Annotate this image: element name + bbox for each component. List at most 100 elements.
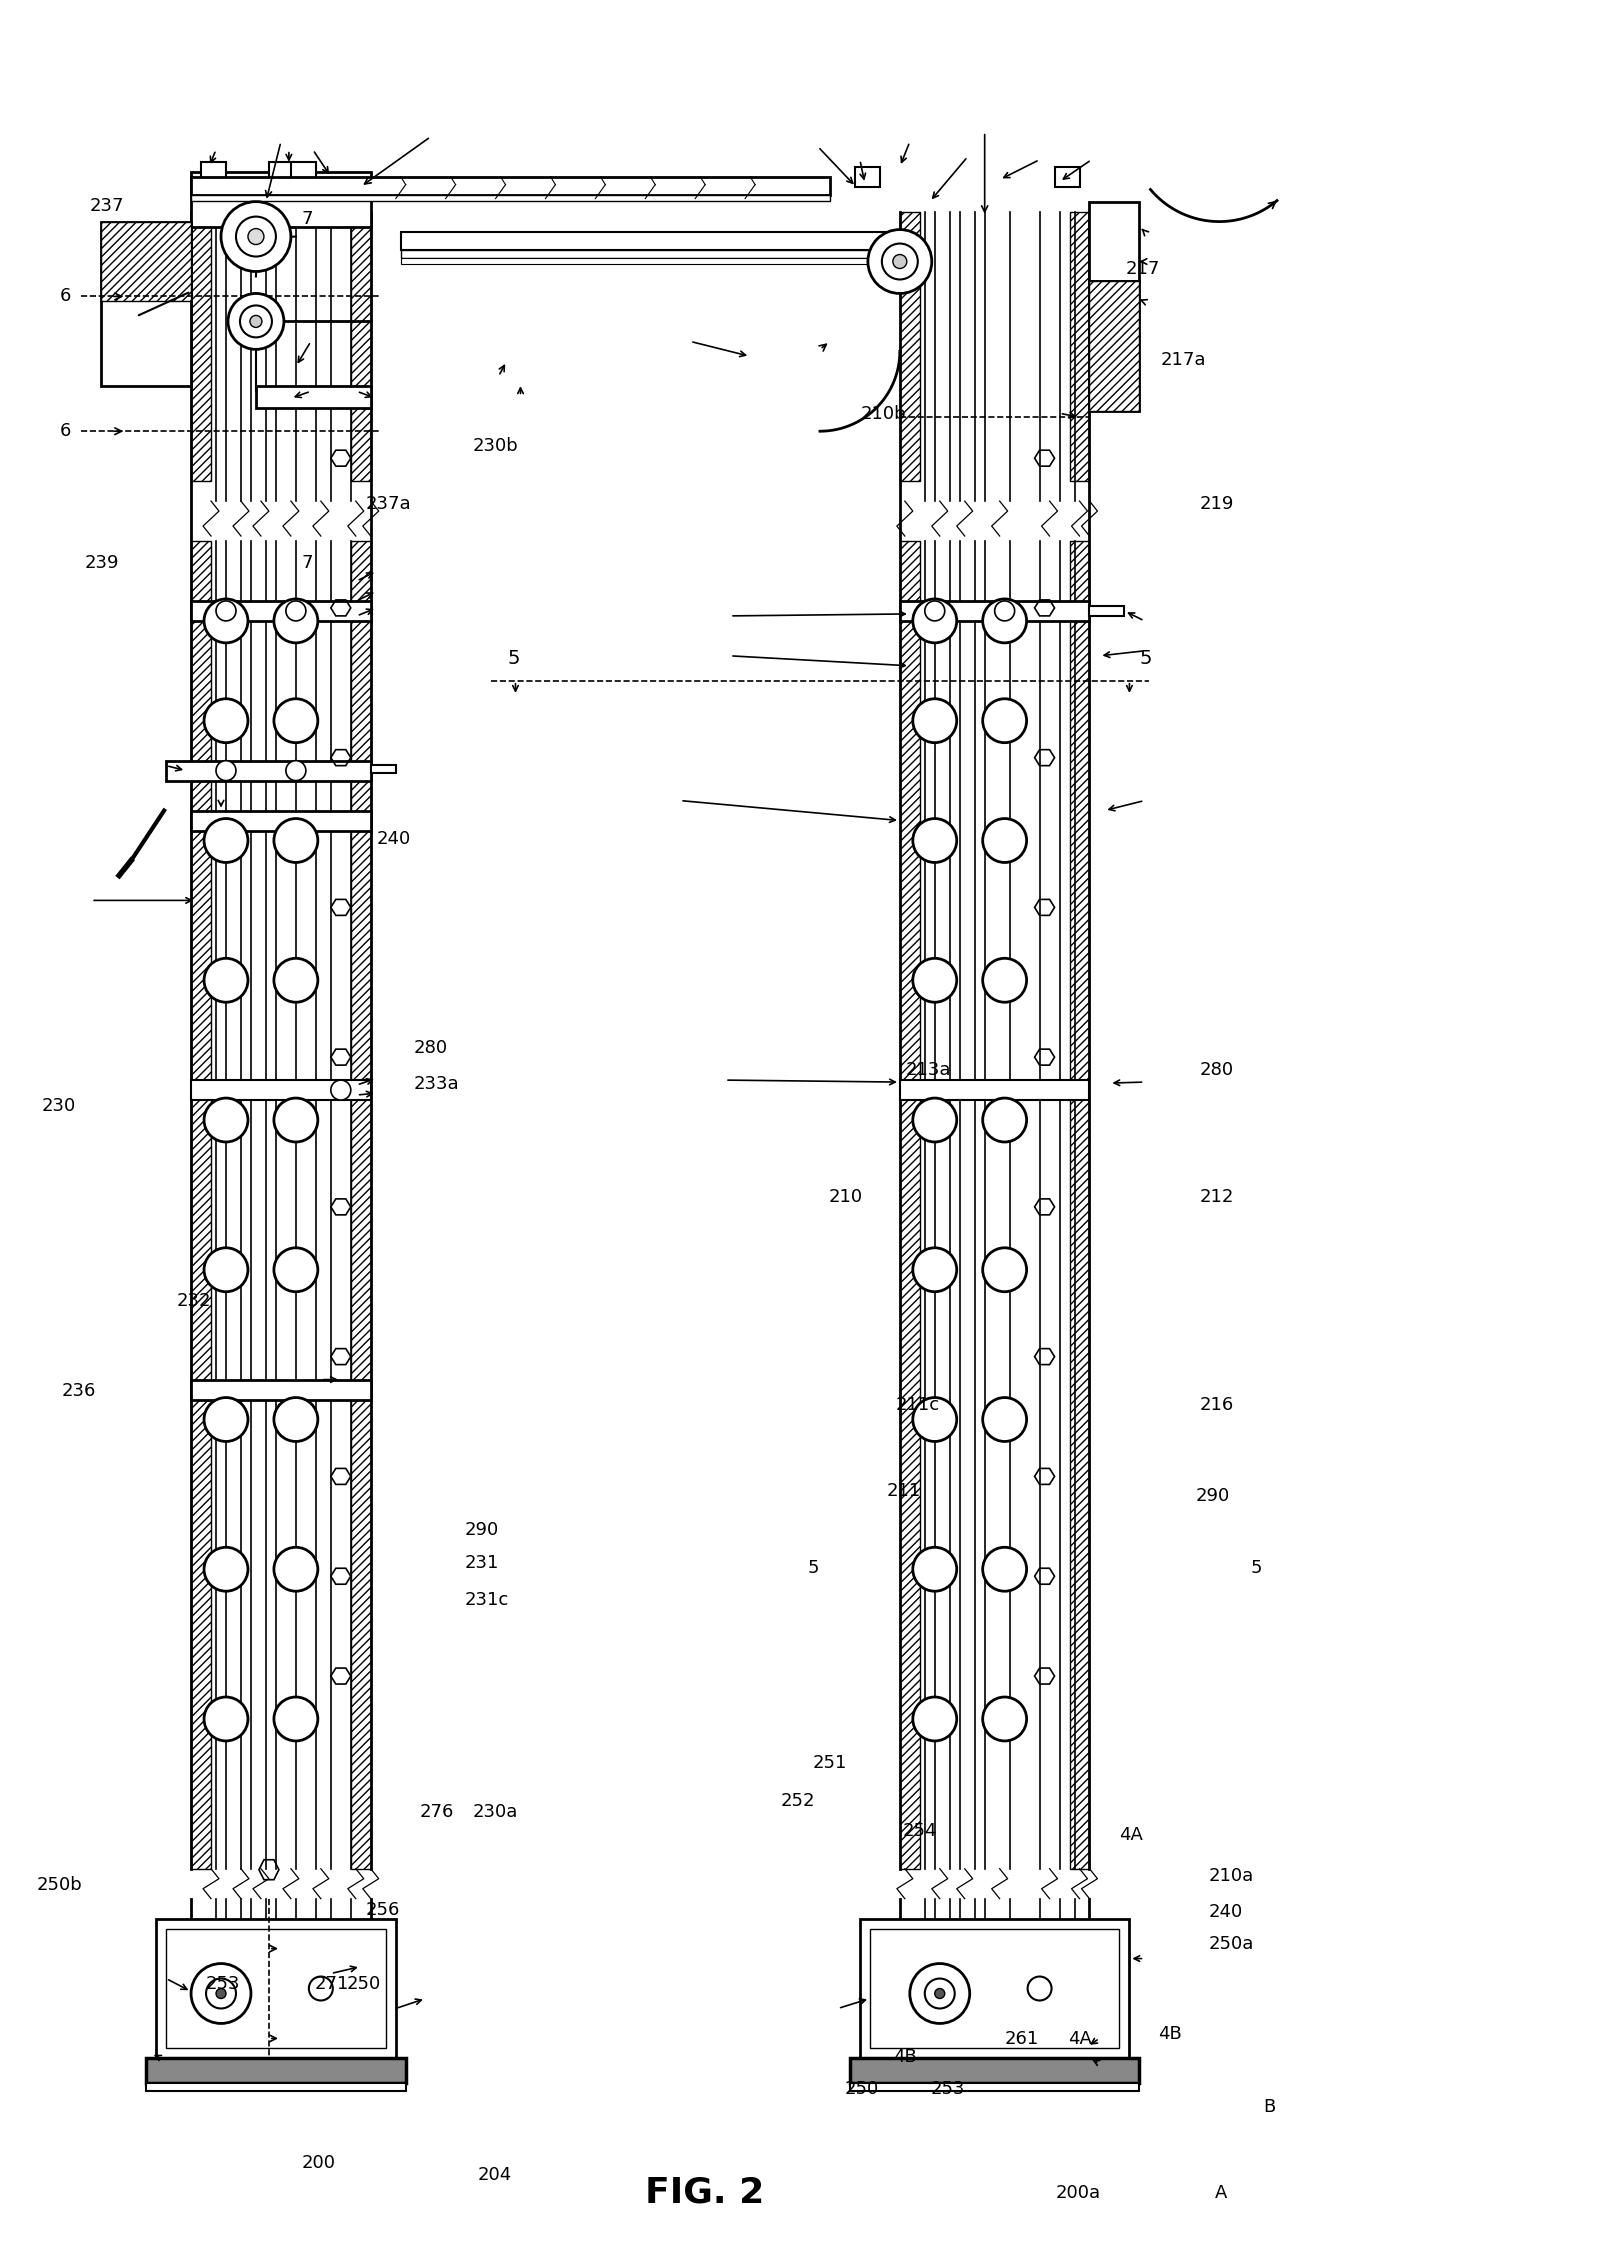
Text: 236: 236 (62, 1383, 96, 1401)
Circle shape (274, 598, 318, 644)
Circle shape (914, 818, 957, 861)
Bar (1090, 202, 1139, 281)
Circle shape (910, 1963, 970, 2024)
Text: 250a: 250a (1210, 1934, 1254, 1952)
Bar (850, 2083, 1139, 2092)
Bar (190, 177, 830, 195)
Bar (190, 1381, 371, 1399)
Bar (190, 172, 371, 227)
Text: 5: 5 (808, 1560, 819, 1578)
Text: 239: 239 (85, 553, 118, 571)
Text: 213a: 213a (906, 1061, 950, 1079)
Text: 204: 204 (477, 2165, 512, 2183)
Circle shape (982, 1097, 1027, 1143)
Circle shape (882, 243, 918, 279)
Bar (256, 385, 371, 408)
Bar (1054, 168, 1080, 186)
Bar (166, 762, 371, 780)
Circle shape (914, 959, 957, 1002)
Circle shape (982, 598, 1027, 644)
Text: 4A: 4A (1120, 1825, 1144, 1843)
Text: 216: 216 (1200, 1396, 1234, 1415)
Circle shape (274, 1097, 318, 1143)
Circle shape (286, 762, 306, 780)
Text: 6: 6 (59, 288, 72, 306)
Text: 5: 5 (1139, 648, 1152, 669)
Bar (291, 161, 315, 179)
Bar (899, 1079, 1090, 1099)
Circle shape (205, 1396, 248, 1442)
Circle shape (925, 601, 944, 621)
Bar (1090, 281, 1139, 410)
Circle shape (216, 601, 235, 621)
Text: 210a: 210a (1210, 1866, 1254, 1884)
Text: 237: 237 (90, 197, 123, 215)
Bar (1069, 211, 1090, 481)
Circle shape (205, 959, 248, 1002)
Text: 7: 7 (302, 211, 314, 229)
Circle shape (982, 1698, 1027, 1741)
Circle shape (274, 1247, 318, 1292)
Circle shape (205, 1698, 248, 1741)
Text: 254: 254 (902, 1820, 936, 1839)
Bar (101, 222, 190, 385)
Bar (1090, 605, 1125, 617)
Circle shape (221, 202, 291, 272)
Bar (190, 211, 211, 481)
Circle shape (206, 1979, 235, 2009)
Text: 250: 250 (845, 2079, 878, 2097)
Circle shape (982, 1396, 1027, 1442)
Text: 4B: 4B (893, 2047, 917, 2065)
Circle shape (934, 1988, 944, 1999)
Bar (400, 249, 899, 258)
Circle shape (1027, 1977, 1051, 1999)
Text: 253: 253 (931, 2079, 965, 2097)
Circle shape (925, 1979, 955, 2009)
Text: 200: 200 (302, 2154, 336, 2172)
Text: 237a: 237a (365, 496, 411, 512)
Circle shape (914, 1097, 957, 1143)
Bar (166, 1929, 386, 2049)
Bar (899, 542, 920, 1868)
Circle shape (227, 292, 283, 349)
Text: 233a: 233a (413, 1075, 459, 1093)
Text: 231: 231 (464, 1555, 499, 1573)
Bar (190, 812, 371, 830)
Text: 230a: 230a (472, 1805, 518, 1820)
Text: 250b: 250b (37, 1875, 82, 1893)
Circle shape (205, 1247, 248, 1292)
Text: 276: 276 (419, 1805, 454, 1820)
Bar (101, 222, 190, 302)
Text: 212: 212 (1200, 1188, 1234, 1206)
Text: 200a: 200a (1056, 2183, 1101, 2201)
Bar (859, 1918, 1130, 2058)
Bar (157, 1918, 395, 2058)
Bar (371, 764, 395, 773)
Text: B: B (1262, 2097, 1275, 2115)
Text: 271: 271 (315, 1975, 349, 1993)
Text: 250: 250 (346, 1975, 381, 1993)
Circle shape (216, 1988, 226, 1999)
Text: 210b: 210b (861, 406, 906, 424)
Circle shape (235, 218, 275, 256)
Text: 217: 217 (1126, 261, 1160, 279)
Bar (190, 1079, 371, 1099)
Text: 7: 7 (302, 553, 314, 571)
Text: 211: 211 (886, 1483, 920, 1501)
Bar (350, 542, 371, 1868)
Circle shape (982, 959, 1027, 1002)
Circle shape (205, 598, 248, 644)
Bar (190, 195, 830, 199)
Bar (350, 211, 371, 481)
Circle shape (216, 762, 235, 780)
Circle shape (914, 1396, 957, 1442)
Circle shape (914, 1698, 957, 1741)
Text: 251: 251 (813, 1755, 846, 1771)
Text: 230: 230 (42, 1097, 75, 1115)
Text: 230b: 230b (472, 438, 518, 453)
Bar (146, 2058, 406, 2083)
Text: 6: 6 (59, 422, 72, 440)
Text: 217a: 217a (1162, 351, 1206, 370)
Circle shape (331, 1079, 350, 1099)
Text: 240: 240 (376, 830, 411, 848)
